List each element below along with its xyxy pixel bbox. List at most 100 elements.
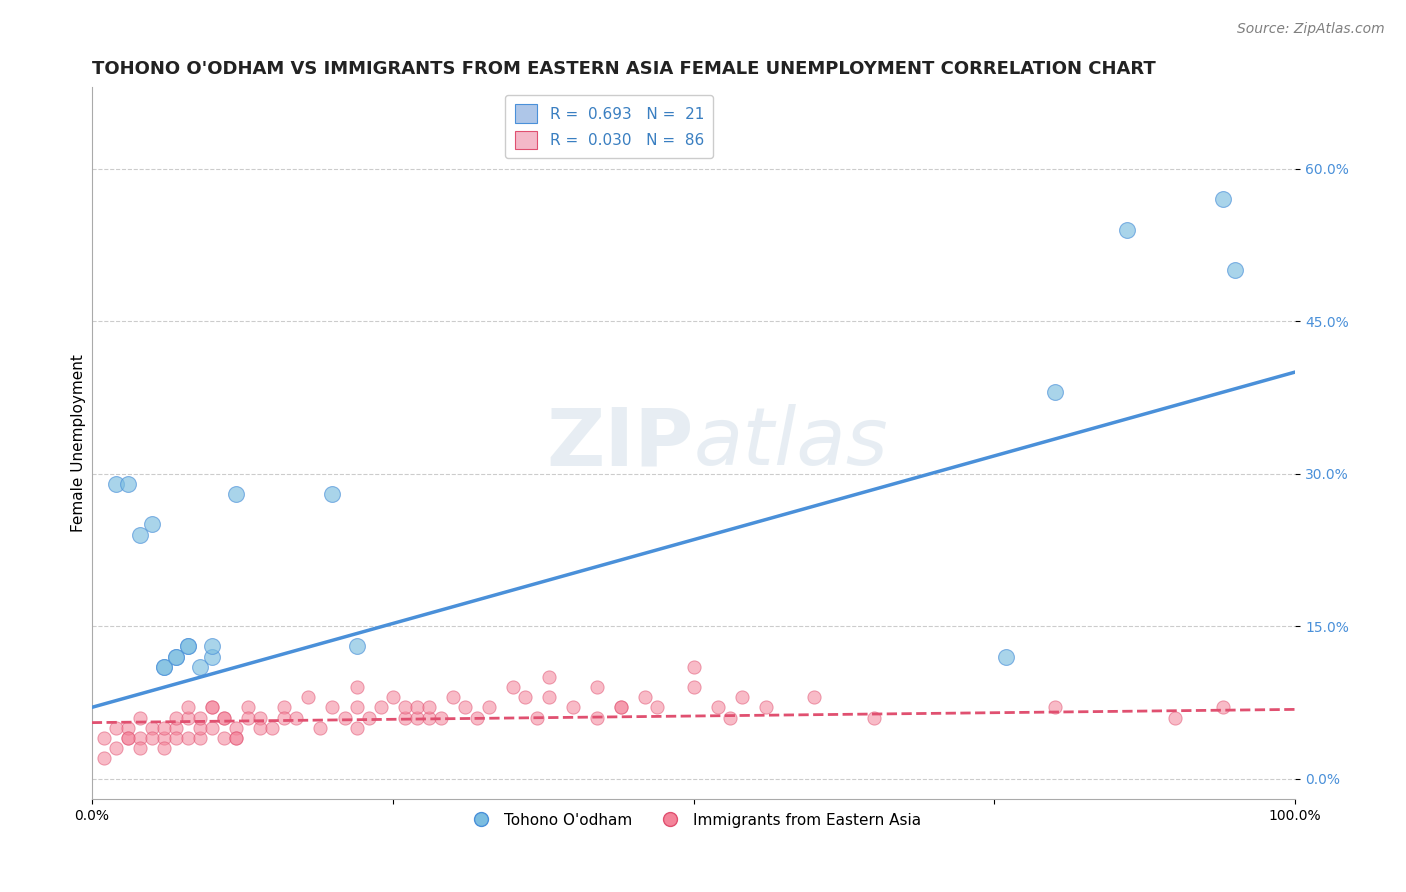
Point xyxy=(129,741,152,756)
Point xyxy=(1164,710,1187,724)
Point xyxy=(394,710,416,724)
Point xyxy=(165,649,187,664)
Point xyxy=(346,721,368,735)
Point xyxy=(104,476,127,491)
Text: ZIP: ZIP xyxy=(547,404,693,483)
Point xyxy=(238,700,260,714)
Point xyxy=(104,741,127,756)
Point xyxy=(153,741,176,756)
Point xyxy=(706,700,728,714)
Point xyxy=(803,690,825,705)
Point xyxy=(201,700,224,714)
Text: Source: ZipAtlas.com: Source: ZipAtlas.com xyxy=(1237,22,1385,37)
Point xyxy=(755,700,778,714)
Point xyxy=(201,700,224,714)
Point xyxy=(129,731,152,745)
Point xyxy=(465,710,488,724)
Point xyxy=(141,731,163,745)
Point xyxy=(297,690,319,705)
Point xyxy=(212,710,235,724)
Point xyxy=(177,731,200,745)
Y-axis label: Female Unemployment: Female Unemployment xyxy=(72,354,86,533)
Point xyxy=(321,700,343,714)
Point xyxy=(513,690,536,705)
Point xyxy=(405,710,427,724)
Point xyxy=(165,731,187,745)
Point xyxy=(141,721,163,735)
Point xyxy=(225,731,247,745)
Point xyxy=(153,659,176,673)
Point xyxy=(394,700,416,714)
Point xyxy=(1115,223,1137,237)
Point xyxy=(586,710,609,724)
Point xyxy=(188,659,211,673)
Point xyxy=(249,721,271,735)
Point xyxy=(718,710,741,724)
Text: atlas: atlas xyxy=(693,404,889,483)
Point xyxy=(188,710,211,724)
Point xyxy=(309,721,332,735)
Point xyxy=(188,721,211,735)
Point xyxy=(1043,385,1066,400)
Point xyxy=(321,487,343,501)
Point xyxy=(93,731,115,745)
Point xyxy=(153,731,176,745)
Point xyxy=(201,721,224,735)
Point xyxy=(610,700,633,714)
Point xyxy=(502,680,524,694)
Point xyxy=(418,710,440,724)
Point xyxy=(225,731,247,745)
Point xyxy=(538,670,561,684)
Point xyxy=(201,649,224,664)
Point xyxy=(165,710,187,724)
Point xyxy=(129,710,152,724)
Point xyxy=(188,731,211,745)
Point xyxy=(430,710,453,724)
Point xyxy=(117,721,139,735)
Point xyxy=(177,700,200,714)
Point xyxy=(212,731,235,745)
Point xyxy=(225,487,247,501)
Point xyxy=(381,690,404,705)
Point xyxy=(562,700,585,714)
Point xyxy=(357,710,380,724)
Point xyxy=(238,710,260,724)
Point xyxy=(93,751,115,765)
Point xyxy=(165,649,187,664)
Point xyxy=(129,527,152,541)
Point xyxy=(346,680,368,694)
Point xyxy=(177,640,200,654)
Point xyxy=(418,700,440,714)
Point xyxy=(165,721,187,735)
Point xyxy=(273,710,295,724)
Point xyxy=(177,640,200,654)
Point xyxy=(995,649,1018,664)
Point xyxy=(863,710,886,724)
Legend: Tohono O'odham, Immigrants from Eastern Asia: Tohono O'odham, Immigrants from Eastern … xyxy=(460,806,928,834)
Point xyxy=(538,690,561,705)
Point xyxy=(1212,192,1234,206)
Point xyxy=(177,710,200,724)
Point xyxy=(370,700,392,714)
Point xyxy=(1212,700,1234,714)
Text: TOHONO O'ODHAM VS IMMIGRANTS FROM EASTERN ASIA FEMALE UNEMPLOYMENT CORRELATION C: TOHONO O'ODHAM VS IMMIGRANTS FROM EASTER… xyxy=(91,60,1156,78)
Point xyxy=(346,640,368,654)
Point xyxy=(225,721,247,735)
Point xyxy=(346,700,368,714)
Point xyxy=(682,680,704,694)
Point xyxy=(273,700,295,714)
Point xyxy=(526,710,548,724)
Point xyxy=(285,710,308,724)
Point xyxy=(586,680,609,694)
Point xyxy=(1223,263,1246,277)
Point xyxy=(634,690,657,705)
Point xyxy=(153,721,176,735)
Point xyxy=(249,710,271,724)
Point xyxy=(212,710,235,724)
Point xyxy=(478,700,501,714)
Point xyxy=(117,476,139,491)
Point xyxy=(730,690,752,705)
Point xyxy=(682,659,704,673)
Point xyxy=(201,640,224,654)
Point xyxy=(441,690,464,705)
